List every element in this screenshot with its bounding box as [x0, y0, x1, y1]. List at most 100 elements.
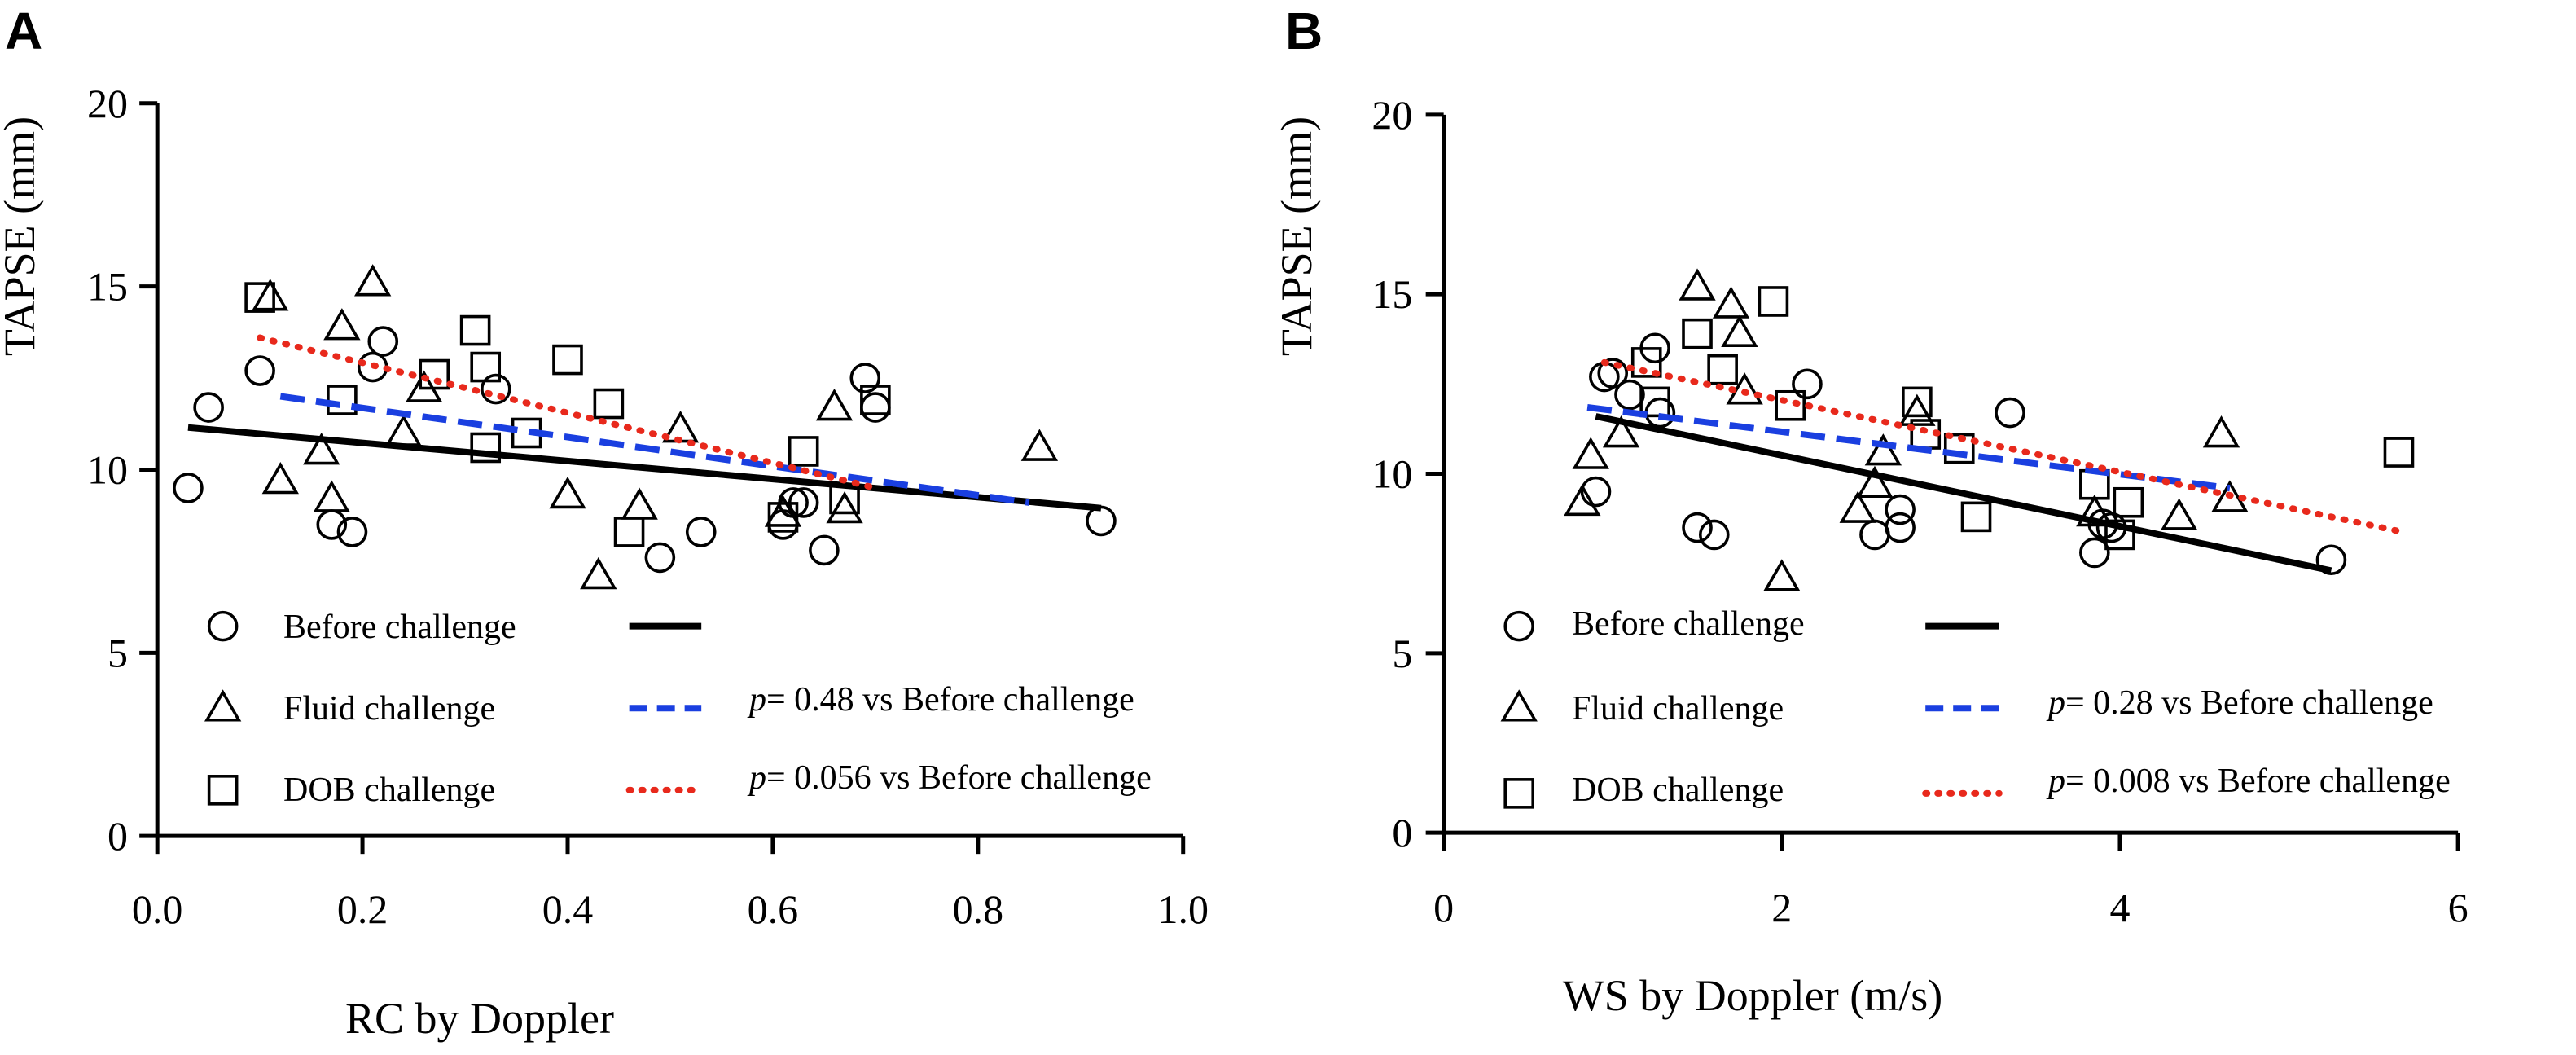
panel-b-point-triangle [1864, 433, 1902, 466]
panel-a-point-triangle [354, 264, 392, 297]
panel-a-point-square [767, 502, 799, 533]
panel-a-point-square [419, 358, 450, 390]
panel-a-legend-label-before: Before challenge [283, 609, 516, 646]
panel-a-point-square [788, 436, 819, 467]
panel-a-annotation-dob: p= 0.056 vs Before challenge [747, 759, 1152, 797]
panel-a-legend-label-dob: DOB challenge [283, 771, 495, 809]
panel-b-point-circle [1580, 476, 1612, 508]
panel-b-point-square [2383, 437, 2415, 468]
panel-a-point-circle [644, 542, 676, 574]
panel-a-point-circle [481, 373, 511, 405]
panel-a-y-axis-title: TAPSE (mm) [0, 116, 44, 356]
panel-b-point-triangle [1602, 415, 1640, 448]
panel-a-legend-marker-circle [207, 610, 239, 642]
panel-b-point-circle [1859, 519, 1890, 551]
panel-b-point-square [1960, 501, 1992, 533]
panel-a: A 0 5 10 15 20 0.0 0.2 0.4 0.6 0.8 1.0 RC by Doppl… [0, 2, 1209, 1043]
panel-a-x-axis-title: RC by Doppler [345, 994, 614, 1043]
panel-a-point-triangle [580, 556, 617, 590]
panel-a-point-circle [1086, 505, 1117, 537]
panel-a-point-circle [849, 363, 881, 393]
panel-a-point-triangle [303, 432, 340, 465]
panel-b-y-axis-title: TAPSE (mm) [1272, 116, 1321, 356]
panel-b-axes: 0 5 10 15 20 0 2 4 6 [1371, 92, 2468, 930]
panel-a-point-triangle [764, 495, 802, 527]
panel-b-legend: Before challenge Fluid challenge DOB cha… [1500, 605, 2451, 809]
panel-b-y-tick-label: 0 [1392, 810, 1412, 855]
panel-a-point-triangle [549, 476, 586, 509]
panel-b-x-axis-title: WS by Doppler (m/s) [1563, 971, 1942, 1020]
panel-a-x-tick-label: 0.4 [542, 886, 594, 932]
panel-a-point-circle [336, 517, 368, 547]
panel-a-x-tick-label: 0.2 [337, 886, 388, 932]
panel-a-point-square [470, 351, 502, 383]
panel-b-point-square [2113, 486, 2144, 518]
panel-b-point-circle [1885, 512, 1916, 543]
panel-b-point-triangle [2076, 494, 2113, 527]
panel-a-axes: 0 5 10 15 20 0.0 0.2 0.4 0.6 0.8 1.0 [87, 81, 1209, 932]
panel-a-y-tick-label: 5 [108, 630, 128, 675]
panel-a-x-tick-label: 0.0 [132, 886, 183, 932]
panel-b-point-circle [2079, 537, 2110, 569]
panel-b-fit-line-dashed [1586, 404, 2231, 492]
panel-a-point-circle [860, 392, 891, 423]
panel-b-point-triangle [1839, 490, 1876, 523]
panel-a-point-square [860, 385, 891, 415]
panel-a-point-triangle [621, 487, 658, 520]
panel-a-point-triangle [1020, 429, 1059, 461]
panel-a-point-square [459, 314, 491, 346]
panel-a-point-circle [367, 326, 399, 357]
panel-a-legend-marker-square [207, 775, 239, 806]
panel-b-annotation-fluid: p= 0.28 vs Before challenge [2046, 684, 2433, 722]
panel-b-point-triangle [2160, 498, 2198, 530]
panel-b-x-tick-label: 2 [1771, 885, 1792, 930]
panel-b-legend-marker-triangle [1500, 689, 1538, 722]
panel-a-legend-marker-triangle [204, 689, 242, 722]
panel-a-legend: Before challenge Fluid challenge DOB cha… [204, 609, 1152, 809]
panel-b-point-circle [1698, 519, 1730, 551]
panel-b-point-triangle [1572, 437, 1609, 469]
panel-b-point-square [1682, 318, 1713, 349]
panel-b-point-square [1639, 386, 1670, 418]
panel-b-legend-label-dob: DOB challenge [1572, 771, 1784, 809]
panel-a-y-tick-label: 0 [108, 813, 128, 859]
panel-b-point-square [2104, 519, 2135, 551]
panel-a-point-circle [809, 534, 840, 566]
panel-b-point-square [1943, 433, 1975, 464]
panel-a-legend-label-fluid: Fluid challenge [283, 690, 495, 728]
panel-b-legend-marker-circle [1503, 610, 1535, 642]
panel-b-point-circle [1614, 379, 1645, 411]
panel-b-fit-line-dotted [1600, 358, 2403, 534]
panel-b-annotation-dob: p= 0.008 vs Before challenge [2046, 763, 2451, 800]
panel-b-x-tick-label: 0 [1433, 885, 1454, 930]
panel-a-point-triangle [384, 414, 423, 446]
panel-a-point-triangle [826, 490, 863, 524]
panel-b-point-circle [1682, 512, 1713, 543]
panel-b-point-circle [1597, 358, 1629, 389]
panel-a-y-tick-label: 15 [87, 264, 128, 310]
panel-b-y-tick-label: 10 [1371, 451, 1412, 496]
panel-b-point-triangle [1721, 314, 1758, 347]
panel-a-y-tick-label: 10 [87, 446, 128, 492]
panel-a-fit-line-dashed [279, 393, 1030, 506]
panel-b-x-tick-label: 6 [2448, 885, 2468, 930]
panel-b-fit-line-solid [1595, 413, 2332, 574]
panel-a-point-circle [193, 392, 224, 423]
panel-a-point-square [470, 432, 502, 464]
panel-b-y-tick-label: 20 [1371, 92, 1412, 138]
panel-b-point-square [1758, 286, 1789, 317]
panel-b-point-triangle [2211, 480, 2249, 512]
panel-a-point-triangle [815, 389, 854, 421]
panel-b: B 0 5 10 15 20 0 2 4 6 WS by Doppler (m/s) TAPSE… [1272, 2, 2468, 1020]
panel-a-x-tick-label: 1.0 [1157, 886, 1209, 932]
panel-a-point-triangle [261, 461, 299, 495]
panel-b-point-triangle [1856, 465, 1894, 499]
panel-a-marks [173, 264, 1117, 590]
panel-b-point-triangle [1763, 559, 1801, 591]
panel-a-y-tick-label: 20 [87, 81, 128, 126]
panel-b-y-tick-label: 5 [1392, 631, 1412, 676]
panel-b-point-triangle [1564, 483, 1601, 517]
panel-a-x-tick-label: 0.6 [748, 886, 799, 932]
panel-a-annotation-fluid: p= 0.48 vs Before challenge [747, 681, 1134, 719]
panel-a-point-triangle [252, 279, 289, 311]
